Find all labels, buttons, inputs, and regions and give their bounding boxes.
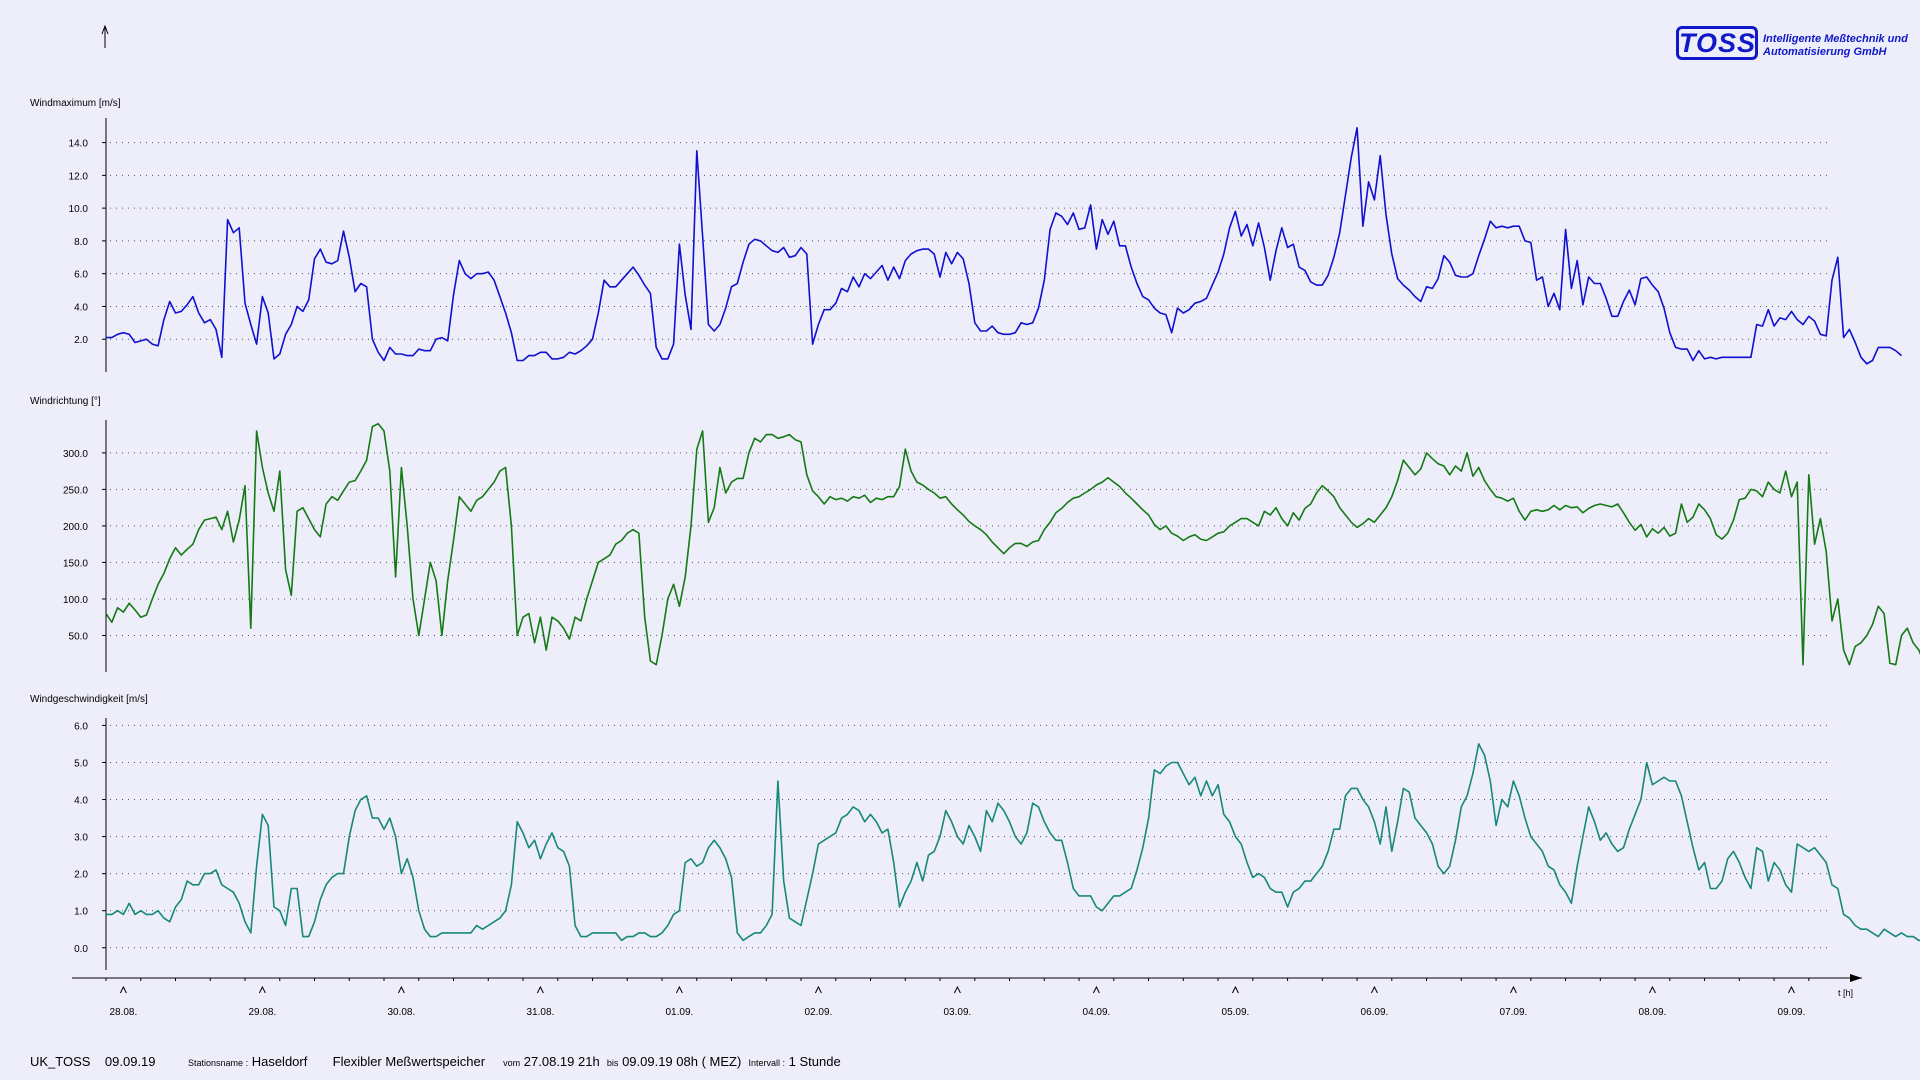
footer-station-name: Haseldorf [251,1054,308,1069]
footer-storage: Flexibler Meßwertspeicher [332,1054,486,1069]
x-tick-marker [953,985,961,994]
footer-station-id: UK_TOSS [30,1054,91,1069]
x-tick-label: 28.08. [109,1007,137,1018]
series-line [106,743,1920,942]
x-tick-label: 01.09. [665,1007,693,1018]
footer-from-label: vom [503,1058,521,1068]
footer-interval-value: 1 Stunde [788,1054,841,1069]
series-line [106,127,1903,365]
x-tick-label: 30.08. [387,1007,415,1018]
x-tick-label: 06.09. [1361,1007,1389,1018]
toss-logo-text: Intelligente Meßtechnik und Automatisier… [1763,33,1918,59]
y-tick-label: 10.0 [69,204,89,215]
x-tick-marker [397,985,405,994]
x-tick-marker [119,985,127,994]
y-tick-label: 300.0 [63,449,88,460]
panel-title: Windrichtung [°] [30,396,101,407]
x-tick-label: 04.09. [1083,1007,1111,1018]
y-tick-label: 0.0 [74,944,88,955]
x-tick-marker [1509,985,1517,994]
y-tick-label: 4.0 [74,796,88,807]
footer-to-value: 09.09.19 08h ( MEZ) [622,1054,742,1069]
y-tick-label: 250.0 [63,485,88,496]
x-tick-marker [814,985,822,994]
y-tick-label: 6.0 [74,270,88,281]
toss-logo-line2: Automatisierung GmbH [1763,46,1887,58]
x-tick-label: 09.09. [1778,1007,1806,1018]
x-tick-label: 03.09. [944,1007,972,1018]
x-tick-label: 31.08. [526,1007,554,1018]
y-tick-label: 4.0 [74,302,88,313]
y-tick-label: 12.0 [69,171,89,182]
x-tick-label: 29.08. [248,1007,276,1018]
x-tick-label: 08.09. [1639,1007,1667,1018]
x-tick-label: 02.09. [805,1007,833,1018]
y-tick-label: 200.0 [63,522,88,533]
y-tick-label: 150.0 [63,558,88,569]
x-tick-marker [258,985,266,994]
x-axis-arrow [1850,974,1862,982]
y-tick-label: 8.0 [74,237,88,248]
y-tick-label: 2.0 [74,335,88,346]
y-tick-label: 5.0 [74,758,88,769]
series-line [105,422,1920,666]
footer-from-value: 27.08.19 21h [523,1054,600,1069]
x-axis-unit: t [h] [1838,988,1853,998]
y-tick-label: 2.0 [74,870,88,881]
toss-logo: TOSS Intelligente Meßtechnik und Automat… [1676,26,1916,66]
footer-station-label: Stationsname : [188,1058,249,1068]
x-tick-marker [1231,985,1239,994]
x-tick-marker [1370,985,1378,994]
footer-interval-label: Intervall : [748,1058,786,1068]
x-tick-marker [536,985,544,994]
y-tick-label: 3.0 [74,833,88,844]
x-tick-marker [1788,985,1795,994]
x-tick-label: 05.09. [1222,1007,1250,1018]
station-footer: UK_TOSS 09.09.19 Stationsname : Haseldor… [30,1054,841,1069]
y-tick-label: 100.0 [63,595,88,606]
panel-title: Windgeschwindigkeit [m/s] [30,694,148,705]
footer-to-label: bis [606,1058,619,1068]
footer-print-date: 09.09.19 [104,1054,156,1069]
x-tick-marker [1092,985,1100,994]
panel-title: Windmaximum [m/s] [30,98,121,109]
toss-logo-line1: Intelligente Meßtechnik und [1763,33,1908,45]
x-tick-marker [1649,985,1656,994]
x-tick-label: 07.09. [1500,1007,1528,1018]
y-tick-label: 6.0 [74,721,88,732]
x-tick-marker [675,985,683,994]
toss-logo-mark: TOSS [1676,26,1758,60]
y-tick-label: 50.0 [69,631,89,642]
y-tick-label: 1.0 [74,907,88,918]
y-tick-label: 14.0 [69,139,89,150]
north-arrow-icon [101,24,109,48]
